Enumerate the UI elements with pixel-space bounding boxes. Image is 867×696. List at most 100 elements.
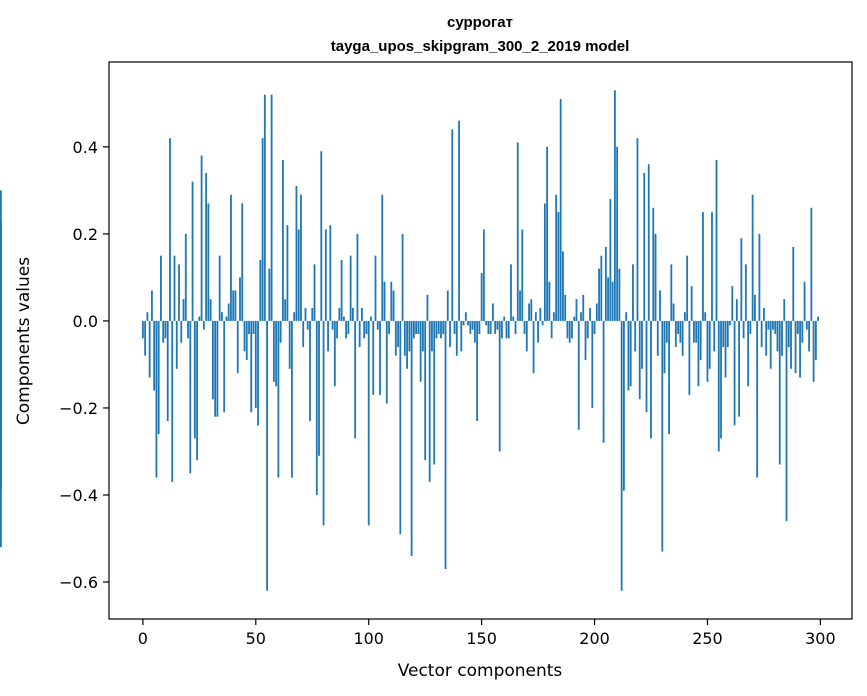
bars-group xyxy=(0,90,820,591)
bar xyxy=(602,320,605,443)
x-tick-label: 250 xyxy=(692,629,723,648)
bar xyxy=(769,320,772,369)
bar xyxy=(191,181,194,321)
bar xyxy=(582,294,585,321)
bar xyxy=(302,320,305,348)
bar xyxy=(311,307,314,321)
bar xyxy=(248,320,250,334)
bar xyxy=(541,320,544,326)
bar xyxy=(444,320,447,569)
bar xyxy=(738,320,740,417)
bar xyxy=(279,320,282,343)
bar xyxy=(252,320,255,334)
bar xyxy=(523,320,526,334)
bar xyxy=(589,307,591,321)
bar xyxy=(704,312,707,321)
bar xyxy=(661,320,664,552)
bar xyxy=(609,199,612,321)
bar xyxy=(702,212,704,321)
bar xyxy=(548,281,551,321)
bar xyxy=(309,320,311,422)
bar xyxy=(236,320,239,374)
bar xyxy=(245,320,248,361)
bar xyxy=(577,320,580,430)
bar xyxy=(473,320,476,343)
x-tick-label: 100 xyxy=(353,629,384,648)
bar xyxy=(257,320,259,426)
bar xyxy=(320,151,323,321)
bar xyxy=(555,194,558,321)
bar xyxy=(187,320,189,339)
bar xyxy=(297,229,300,321)
bar xyxy=(340,260,343,321)
bar xyxy=(487,320,490,334)
bar xyxy=(449,320,451,348)
bar xyxy=(501,320,503,339)
bar xyxy=(218,255,221,321)
bar xyxy=(652,207,655,321)
bar xyxy=(584,320,587,361)
bar xyxy=(333,320,336,387)
bar xyxy=(388,320,390,334)
bar xyxy=(437,320,440,334)
bar xyxy=(327,320,329,352)
bar xyxy=(665,320,668,343)
bar xyxy=(401,233,404,321)
bar xyxy=(207,203,210,321)
bar xyxy=(458,120,460,321)
bar xyxy=(221,312,223,321)
bar xyxy=(792,246,795,321)
bar xyxy=(166,320,169,422)
bar xyxy=(374,255,377,321)
bar xyxy=(254,320,257,408)
bar xyxy=(372,320,375,395)
bar xyxy=(291,320,293,478)
bar xyxy=(383,281,386,321)
bar xyxy=(742,320,745,339)
plot-frame xyxy=(108,61,853,620)
bar xyxy=(796,320,799,334)
bar xyxy=(794,320,797,374)
bar xyxy=(182,299,185,321)
bar xyxy=(677,320,680,334)
bar xyxy=(272,320,275,382)
bar xyxy=(623,320,625,491)
bar xyxy=(162,320,165,343)
bar xyxy=(604,246,607,321)
bar xyxy=(422,320,424,352)
bar xyxy=(546,146,549,321)
bar xyxy=(647,164,650,321)
bar xyxy=(482,229,485,321)
bar xyxy=(435,320,438,339)
bar xyxy=(711,212,713,321)
bar xyxy=(564,294,567,321)
bar xyxy=(225,316,228,321)
bar xyxy=(503,316,506,321)
bar xyxy=(552,312,555,321)
bar xyxy=(141,320,144,339)
bar xyxy=(776,320,779,352)
bar xyxy=(507,320,510,339)
bar xyxy=(659,290,661,321)
bar xyxy=(756,320,759,478)
bar xyxy=(528,303,530,321)
bar xyxy=(530,299,533,321)
bar xyxy=(559,98,562,321)
bar xyxy=(399,320,402,535)
bar xyxy=(345,320,348,339)
bar xyxy=(175,320,178,369)
bar xyxy=(744,264,747,321)
bar xyxy=(281,159,284,321)
bar xyxy=(356,233,359,321)
bar xyxy=(146,312,149,321)
y-tick-label: 0.2 xyxy=(73,225,98,244)
bar xyxy=(670,264,673,321)
bar xyxy=(763,307,765,321)
bar xyxy=(306,320,309,330)
bar xyxy=(358,320,361,348)
bar xyxy=(799,320,801,378)
bar xyxy=(243,320,246,352)
bar xyxy=(347,320,350,334)
bar xyxy=(681,320,684,356)
bar xyxy=(686,255,689,321)
